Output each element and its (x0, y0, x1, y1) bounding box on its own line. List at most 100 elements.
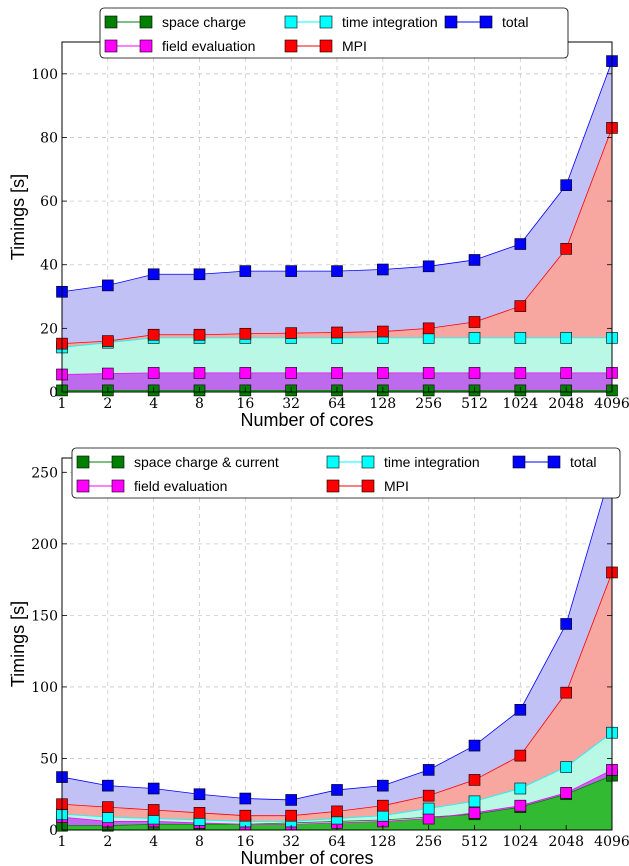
x-tick-label: 2048 (548, 396, 584, 412)
data-point (239, 792, 252, 805)
area-fill-4 (62, 61, 612, 344)
y-tick-label: 0 (49, 823, 58, 839)
legend-marker (104, 15, 118, 29)
legend-marker (319, 39, 333, 53)
data-point (102, 811, 114, 823)
data-point (468, 367, 481, 379)
data-point (285, 327, 297, 339)
data-point (560, 618, 572, 630)
y-tick-label: 200 (31, 537, 58, 553)
legend-marker (444, 15, 458, 29)
data-point (514, 749, 527, 762)
data-point (560, 786, 572, 799)
data-point (285, 809, 297, 822)
x-tick-label: 1024 (503, 396, 539, 412)
legend-box (71, 447, 621, 499)
x-axis-label: Number of cores (240, 848, 373, 866)
chart-top: 0 20 40 60 80 100 1 2 4 8 16 32 64 128 256 512 1024 2048 4… (8, 7, 629, 430)
legend-marker (326, 455, 340, 469)
data-point (102, 279, 114, 292)
y-tick-label: 20 (40, 321, 58, 337)
y-tick-label: 50 (40, 751, 58, 767)
x-tick-label: 16 (236, 396, 254, 412)
data-point (147, 328, 160, 341)
data-point (377, 367, 389, 379)
data-point (147, 782, 160, 795)
legend-label: total (570, 454, 596, 470)
data-point (422, 260, 435, 273)
x-tick-label: 2 (103, 396, 112, 412)
data-point (514, 367, 527, 379)
data-point (422, 764, 435, 776)
data-point (560, 761, 572, 773)
y-tick-label: 0 (49, 385, 58, 401)
x-tick-label: 2048 (548, 834, 584, 850)
x-tick-label: 4 (149, 396, 158, 412)
data-point (102, 801, 114, 813)
data-point (239, 265, 252, 277)
y-tick-label: 250 (31, 465, 58, 481)
data-point (560, 243, 572, 255)
x-tick-label: 256 (415, 834, 442, 850)
legend-marker (111, 455, 125, 469)
data-point (331, 265, 343, 277)
data-point (147, 804, 160, 816)
x-tick-label: 1024 (503, 834, 539, 850)
data-point (102, 335, 114, 347)
data-point (468, 254, 481, 266)
data-point (468, 739, 481, 752)
data-point (377, 263, 389, 276)
legend-marker (547, 455, 561, 469)
legend-label: MPI (342, 38, 367, 54)
data-point (514, 300, 527, 312)
data-point (193, 788, 206, 801)
legend-label: space charge (162, 14, 246, 30)
data-point (514, 332, 527, 344)
data-point (147, 367, 160, 379)
x-tick-label: 256 (415, 396, 442, 412)
y-tick-label: 80 (40, 130, 58, 146)
x-tick-label: 512 (461, 834, 488, 850)
legend-marker (139, 15, 153, 29)
data-point (193, 328, 206, 341)
data-point (422, 367, 435, 379)
legend-marker (111, 479, 125, 493)
data-point (285, 367, 297, 379)
legend-label: space charge & current (134, 454, 279, 470)
data-point (193, 807, 206, 819)
x-tick-label: 64 (328, 834, 346, 850)
legend-label: field evaluation (162, 38, 255, 54)
legend-marker (76, 455, 90, 469)
x-tick-label: 32 (282, 834, 300, 850)
x-tick-label: 4 (149, 834, 158, 850)
x-axis-label: Number of cores (240, 410, 373, 430)
data-point (331, 805, 343, 818)
data-point (514, 782, 527, 795)
y-tick-label: 100 (31, 67, 58, 83)
y-tick-label: 60 (40, 194, 58, 210)
x-tick-label: 4096 (594, 834, 629, 850)
legend-marker (319, 15, 333, 29)
data-point (102, 779, 114, 792)
x-tick-label: 8 (195, 834, 204, 850)
y-tick-label: 150 (31, 608, 58, 624)
y-tick-label: 40 (40, 258, 58, 274)
data-point (239, 809, 252, 822)
legend-label: MPI (384, 478, 409, 494)
x-tick-label: 32 (282, 396, 300, 412)
legend-marker (76, 479, 90, 493)
data-point (422, 322, 435, 335)
legend-label: time integration (384, 454, 480, 470)
chart-bottom: 0 50 100 150 200 250 1 2 4 8 16 32 64 128 256 512 1024 20… (8, 447, 629, 866)
data-point (560, 179, 572, 191)
x-tick-label: 128 (369, 396, 396, 412)
legend-label: total (502, 14, 528, 30)
area-fill-3 (62, 127, 612, 348)
x-tick-label: 8 (195, 396, 204, 412)
data-point (377, 809, 389, 822)
data-point (422, 802, 435, 815)
data-point (193, 268, 206, 281)
data-point (514, 799, 527, 812)
data-point (468, 332, 481, 344)
